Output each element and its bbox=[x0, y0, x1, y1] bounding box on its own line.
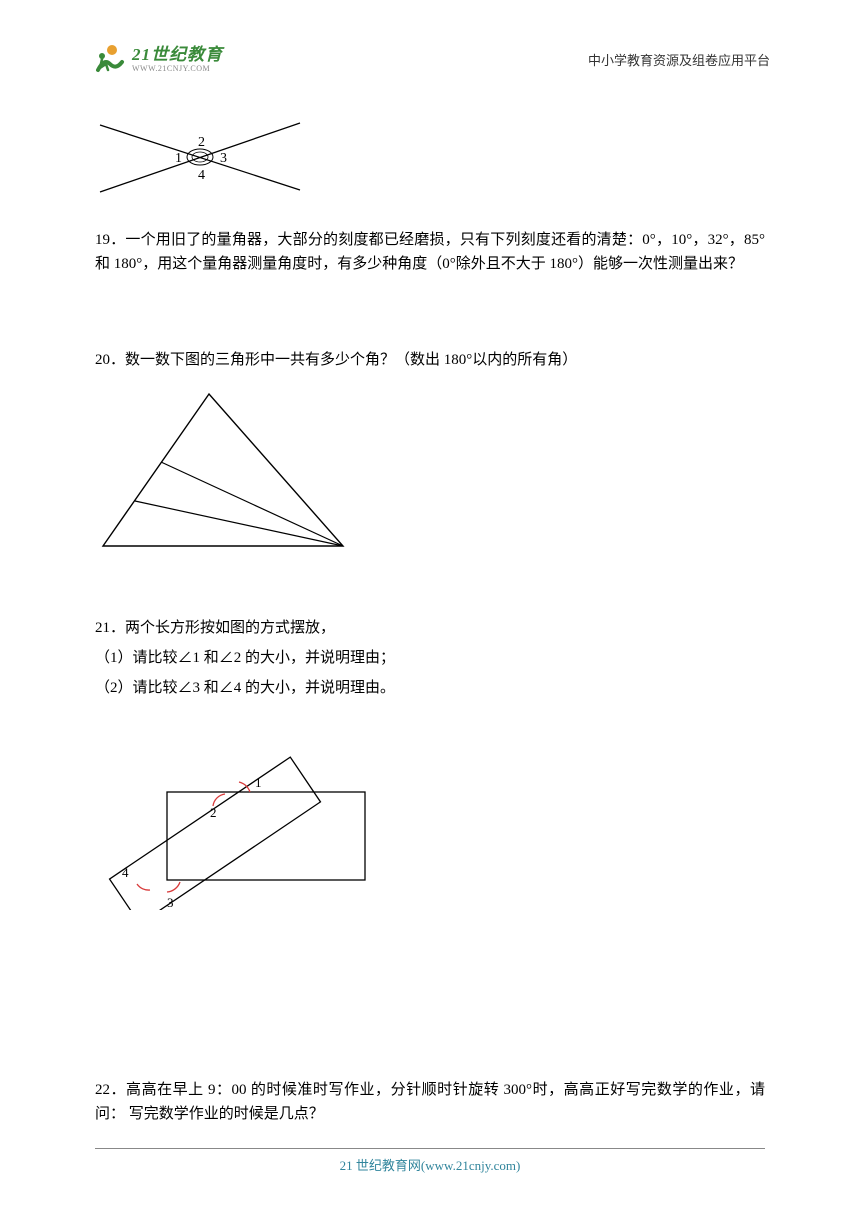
logo-icon bbox=[90, 40, 128, 78]
rect-label-3: 3 bbox=[167, 895, 174, 910]
page-header: 21世纪教育 WWW.21CNJY.COM 中小学教育资源及组卷应用平台 bbox=[0, 0, 860, 80]
angle-label-2: 2 bbox=[198, 135, 205, 150]
document-body: 1 2 3 4 19．一个用旧了的量角器，大部分的刻度都已经磨损，只有下列刻度还… bbox=[0, 80, 860, 1126]
rect-label-1: 1 bbox=[255, 775, 262, 790]
question-22: 22．高高在早上 9：00 的时候准时写作业，分针顺时针旋转 300°时，高高正… bbox=[95, 1078, 765, 1126]
logo-text: 21世纪教育 WWW.21CNJY.COM bbox=[132, 46, 223, 73]
angle-label-4: 4 bbox=[198, 168, 205, 183]
question-21-part2: （2）请比较∠3 和∠4 的大小，并说明理由。 bbox=[95, 676, 765, 700]
question-20: 20．数一数下图的三角形中一共有多少个角？（数出 180°以内的所有角） bbox=[95, 348, 765, 372]
page-footer: 21 世纪教育网(www.21cnjy.com) bbox=[95, 1148, 765, 1174]
logo-title: 21世纪教育 bbox=[132, 46, 223, 63]
angle-label-1: 1 bbox=[175, 151, 182, 166]
question-21-intro: 21．两个长方形按如图的方式摆放， bbox=[95, 616, 765, 640]
header-right-text: 中小学教育资源及组卷应用平台 bbox=[588, 50, 770, 69]
triangle-diagram bbox=[95, 386, 765, 556]
question-19: 19．一个用旧了的量角器，大部分的刻度都已经磨损，只有下列刻度还看的清楚：0°，… bbox=[95, 228, 765, 276]
cross-angles-diagram: 1 2 3 4 bbox=[95, 110, 765, 210]
question-21-part1: （1）请比较∠1 和∠2 的大小，并说明理由； bbox=[95, 646, 765, 670]
logo: 21世纪教育 WWW.21CNJY.COM bbox=[90, 40, 223, 78]
logo-subtitle: WWW.21CNJY.COM bbox=[132, 65, 223, 73]
angle-label-3: 3 bbox=[220, 151, 227, 166]
rectangles-diagram: 1 2 4 3 bbox=[95, 710, 765, 910]
rect-label-4: 4 bbox=[122, 865, 129, 880]
rect-label-2: 2 bbox=[210, 805, 217, 820]
